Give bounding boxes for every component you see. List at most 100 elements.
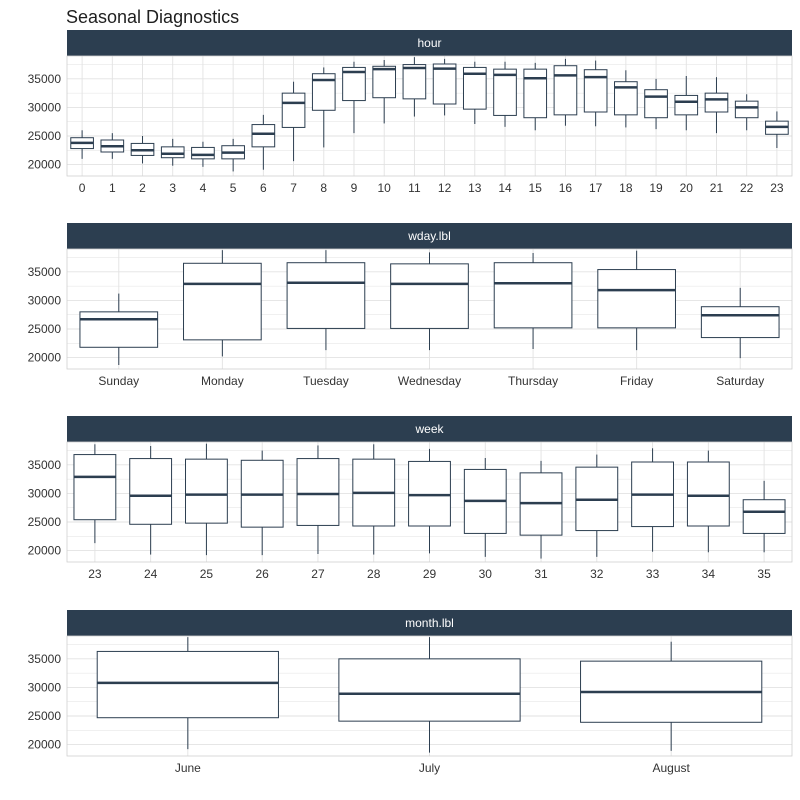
x-tick-label: 23 xyxy=(88,567,102,581)
boxplot-17: 17 xyxy=(583,60,608,195)
box-iqr xyxy=(462,66,487,110)
x-tick-label: 25 xyxy=(200,567,214,581)
boxplot-31: 31 xyxy=(519,460,563,581)
box-iqr xyxy=(408,460,451,527)
boxplot-5: 5 xyxy=(221,138,245,195)
x-tick-label: 30 xyxy=(479,567,493,581)
boxplot-30: 30 xyxy=(463,458,507,581)
y-tick-label: 35000 xyxy=(28,72,62,86)
x-tick-label: Saturday xyxy=(716,374,764,388)
x-tick-label: August xyxy=(652,761,690,775)
box-iqr xyxy=(342,66,366,102)
box-iqr xyxy=(96,650,279,719)
x-tick-label: 33 xyxy=(646,567,660,581)
boxplot-Wednesday: Wednesday xyxy=(390,252,469,388)
x-tick-label: Wednesday xyxy=(398,374,461,388)
x-tick-label: 34 xyxy=(702,567,716,581)
boxplot-3: 3 xyxy=(160,138,185,195)
boxplot-25: 25 xyxy=(185,443,228,581)
boxplot-Sunday: Sunday xyxy=(79,293,159,388)
x-tick-label: Thursday xyxy=(508,374,558,388)
boxplot-14: 14 xyxy=(493,61,517,195)
box-iqr xyxy=(281,92,306,128)
boxplot-2: 2 xyxy=(130,136,155,195)
x-tick-label: 23 xyxy=(770,181,784,195)
x-tick-label: 3 xyxy=(169,181,176,195)
x-tick-label: 32 xyxy=(590,567,604,581)
facet-strip-label: month.lbl xyxy=(405,616,454,630)
boxplot-27: 27 xyxy=(296,445,340,581)
x-tick-label: 12 xyxy=(438,181,452,195)
box-iqr xyxy=(160,146,185,159)
x-tick-label: 5 xyxy=(230,181,237,195)
y-tick-label: 25000 xyxy=(28,709,62,723)
boxplot-20: 20 xyxy=(674,76,699,195)
boxplot-21: 21 xyxy=(704,77,729,195)
facet-strip xyxy=(67,610,792,636)
box-iqr xyxy=(700,306,780,339)
chart-title: Seasonal Diagnostics xyxy=(66,7,239,27)
x-tick-label: Sunday xyxy=(98,374,139,388)
boxplot-10: 10 xyxy=(372,60,397,195)
x-tick-label: 13 xyxy=(468,181,482,195)
x-tick-label: 7 xyxy=(290,181,297,195)
x-tick-label: 4 xyxy=(200,181,207,195)
box-iqr xyxy=(402,64,427,100)
x-tick-label: 11 xyxy=(408,181,421,195)
boxplot-0: 0 xyxy=(70,130,94,195)
boxplot-33: 33 xyxy=(631,448,674,581)
boxplot-8: 8 xyxy=(311,67,336,195)
x-tick-label: 9 xyxy=(351,181,358,195)
box-iqr xyxy=(191,146,215,160)
x-tick-label: Friday xyxy=(620,374,653,388)
boxplot-26: 26 xyxy=(240,450,284,581)
boxplot-4: 4 xyxy=(191,141,215,195)
box-iqr xyxy=(432,63,457,105)
boxplot-32: 32 xyxy=(575,454,619,581)
box-iqr xyxy=(523,68,548,119)
boxplot-August: August xyxy=(580,641,763,775)
facet-panel-week: week 20000 25000 30000 35000 23 24 25 26 27 28 29 30… xyxy=(28,416,793,581)
box-iqr xyxy=(597,269,676,329)
x-tick-label: 21 xyxy=(710,181,724,195)
box-iqr xyxy=(311,73,336,111)
box-iqr xyxy=(296,458,340,526)
x-tick-label: 15 xyxy=(529,181,543,195)
x-tick-label: 10 xyxy=(378,181,392,195)
box-iqr xyxy=(614,81,638,116)
y-tick-label: 30000 xyxy=(28,293,62,307)
boxplot-Tuesday: Tuesday xyxy=(286,250,366,388)
facet-strip xyxy=(67,30,792,56)
boxplot-Monday: Monday xyxy=(183,250,262,388)
box-iqr xyxy=(493,262,573,329)
box-iqr xyxy=(674,94,699,116)
y-tick-label: 25000 xyxy=(28,129,62,143)
boxplot-23: 23 xyxy=(73,444,117,581)
x-tick-label: 17 xyxy=(589,181,603,195)
y-tick-label: 30000 xyxy=(28,486,62,500)
box-iqr xyxy=(129,458,173,525)
panel-border xyxy=(66,441,793,563)
y-tick-label: 20000 xyxy=(28,351,62,365)
boxplot-22: 22 xyxy=(734,94,759,195)
box-iqr xyxy=(372,65,397,99)
boxplot-11: 11 xyxy=(402,57,427,195)
y-tick-label: 35000 xyxy=(28,265,62,279)
box-iqr xyxy=(583,69,608,113)
y-tick-label: 25000 xyxy=(28,515,62,529)
boxplot-7: 7 xyxy=(281,81,306,195)
facet-strip-label: hour xyxy=(417,36,441,50)
x-tick-label: 6 xyxy=(260,181,267,195)
boxplot-29: 29 xyxy=(408,448,451,581)
box-iqr xyxy=(251,124,276,148)
box-iqr xyxy=(79,311,159,348)
y-tick-label: 25000 xyxy=(28,322,62,336)
y-tick-label: 35000 xyxy=(28,458,62,472)
boxplot-24: 24 xyxy=(129,446,173,581)
x-tick-label: 29 xyxy=(423,567,437,581)
x-tick-label: Monday xyxy=(201,374,244,388)
x-tick-label: 24 xyxy=(144,567,158,581)
x-tick-label: 27 xyxy=(311,567,325,581)
